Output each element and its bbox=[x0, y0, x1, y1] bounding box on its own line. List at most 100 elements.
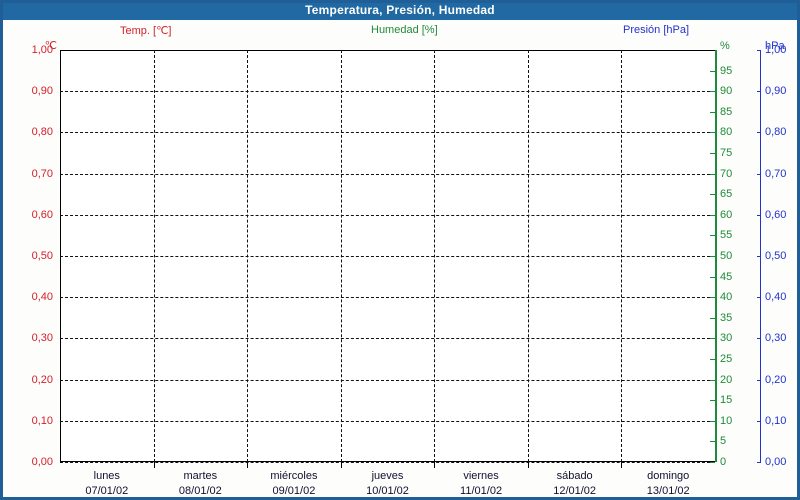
y-axis-pressure-tick-label: 0,90 bbox=[765, 85, 787, 98]
y-axis-humidity-tick-label: 25 bbox=[720, 353, 733, 365]
y-axis-humidity-tick bbox=[710, 441, 715, 443]
y-axis-humidity-tick bbox=[710, 153, 715, 154]
x-axis-date: 11/01/02 bbox=[460, 485, 503, 497]
y-axis-pressure-tick bbox=[757, 214, 761, 216]
y-axis-humidity-tick-label: 40 bbox=[720, 291, 733, 304]
horizontal-gridline bbox=[60, 256, 715, 257]
y-axis-pressure-tick-label: 0,20 bbox=[765, 373, 787, 386]
y-axis-humidity-tick-label: 80 bbox=[720, 126, 733, 139]
y-axis-humidity-tick bbox=[710, 317, 715, 319]
vertical-gridline bbox=[153, 50, 155, 462]
y-axis-humidity-tick-label: 50 bbox=[720, 250, 733, 262]
horizontal-gridline bbox=[60, 462, 715, 463]
horizontal-gridline bbox=[60, 132, 715, 134]
vertical-gridline bbox=[434, 50, 436, 462]
window-title: Temperatura, Presión, Humedad bbox=[305, 3, 495, 17]
y-axis-pressure-tick-label: 0,50 bbox=[765, 250, 787, 262]
y-axis-pressure-tick bbox=[757, 50, 761, 51]
y-axis-pressure-tick bbox=[757, 173, 761, 175]
horizontal-gridline bbox=[60, 214, 715, 216]
x-axis-date: 09/01/02 bbox=[272, 485, 316, 497]
y-axis-humidity-tick-label: 70 bbox=[720, 167, 733, 180]
x-axis-tick bbox=[340, 462, 342, 468]
y-axis-humidity-tick bbox=[710, 420, 715, 422]
y-axis-humidity-tick bbox=[710, 173, 715, 175]
x-axis-day-name: miércoles bbox=[270, 470, 318, 482]
y-axis-temperature-tick-label: 0,00 bbox=[31, 456, 53, 468]
x-axis-day-name: lunes bbox=[93, 470, 120, 482]
y-axis-temperature-tick-label: 0,20 bbox=[31, 373, 53, 386]
y-axis-humidity-tick bbox=[710, 400, 715, 402]
x-axis-tick-label: miércoles 09/01/02 bbox=[270, 469, 318, 497]
y-axis-temperature-tick-label: 0,40 bbox=[31, 291, 53, 304]
y-axis-pressure-tick bbox=[757, 338, 761, 340]
y-axis-pressure-tick-label: 0,60 bbox=[765, 208, 787, 221]
y-axis-pressure-tick-label: 0,30 bbox=[765, 332, 787, 345]
x-axis-tick-label: lunes 07/01/02 bbox=[85, 469, 129, 497]
y-axis-temperature-tick-label: 0,30 bbox=[31, 332, 53, 345]
x-axis-day-name: viernes bbox=[463, 470, 499, 482]
y-axis-pressure-tick bbox=[757, 91, 761, 93]
y-axis-pressure-tick bbox=[757, 256, 761, 257]
y-axis-temperature-tick-label: 0,70 bbox=[31, 167, 53, 180]
x-axis-tick bbox=[621, 462, 623, 468]
y-axis-temperature-tick-label: 0,60 bbox=[31, 208, 53, 221]
y-axis-pressure-tick bbox=[757, 297, 761, 299]
horizontal-gridline bbox=[60, 338, 715, 340]
y-axis-humidity-tick bbox=[710, 91, 715, 93]
y-axis-humidity-tick-label: 5 bbox=[720, 435, 727, 448]
x-axis-tick bbox=[434, 462, 436, 468]
y-axis-humidity-tick-label: 60 bbox=[720, 208, 733, 221]
x-axis-tick-label: martes 08/01/02 bbox=[179, 469, 222, 497]
x-axis-day-name: sábado bbox=[556, 470, 593, 482]
y-axis-temperature: ℃ 1,00 0,90 0,80 0,70 0,60 0,50 0,40 0,30 0,20 0,… bbox=[3, 39, 57, 468]
y-axis-humidity-tick-label: 10 bbox=[720, 414, 733, 427]
y-axis-humidity-tick-label: 85 bbox=[720, 105, 733, 118]
y-axis-pressure-tick bbox=[757, 132, 761, 134]
x-axis-tick bbox=[527, 462, 529, 468]
y-axis-pressure-tick bbox=[757, 462, 761, 463]
plot-area bbox=[60, 50, 715, 468]
y-axis-humidity-tick bbox=[710, 235, 715, 237]
y-axis-humidity-tick-label: 35 bbox=[720, 311, 733, 324]
x-axis-tick bbox=[247, 462, 249, 468]
y-axis-temperature-tick-label: 0,80 bbox=[31, 126, 53, 139]
x-axis-tick-label: viernes 11/01/02 bbox=[460, 469, 503, 497]
y-axis-pressure-tick bbox=[757, 379, 761, 381]
y-axis-humidity-tick bbox=[710, 70, 715, 72]
x-axis-day-name: martes bbox=[183, 470, 218, 482]
x-axis-date: 13/01/02 bbox=[646, 485, 690, 497]
x-axis-tick bbox=[153, 462, 155, 468]
y-axis-temperature-tick-label: 0,50 bbox=[31, 250, 53, 262]
x-axis-tick-label: domingo 13/01/02 bbox=[646, 469, 690, 497]
y-axis-pressure-tick-label: 0,70 bbox=[765, 167, 787, 180]
y-axis-humidity-line bbox=[715, 50, 717, 462]
y-axis-pressure-tick bbox=[757, 420, 761, 422]
x-axis-labels: lunes 07/01/02 martes 08/01/02 miércoles 09/0… bbox=[3, 469, 797, 497]
plot-frame-top bbox=[60, 50, 715, 51]
y-axis-humidity-tick-label: 20 bbox=[720, 373, 733, 386]
y-axis-humidity-tick bbox=[710, 338, 715, 340]
y-axis-pressure-tick-label: 0,80 bbox=[765, 126, 787, 139]
y-axis-humidity-tick bbox=[710, 256, 715, 257]
x-axis-date: 12/01/02 bbox=[553, 485, 597, 497]
legend-item-humidity: Humedad [%] bbox=[371, 24, 438, 36]
y-axis-humidity-tick-label: 45 bbox=[720, 270, 733, 283]
y-axis-pressure-tick-label: 0,00 bbox=[765, 456, 787, 468]
horizontal-gridline bbox=[60, 420, 715, 422]
y-axis-humidity-tick bbox=[710, 111, 715, 113]
y-axis-temperature-tick-label: 0,90 bbox=[31, 85, 53, 98]
horizontal-gridline bbox=[60, 379, 715, 381]
vertical-gridline bbox=[247, 50, 249, 462]
x-axis-day-name: jueves bbox=[371, 470, 404, 482]
y-axis-pressure-tick-label: 0,40 bbox=[765, 291, 787, 304]
vertical-gridline bbox=[340, 50, 342, 462]
y-axis-humidity-tick-label: 30 bbox=[720, 332, 733, 345]
y-axis-humidity-tick-label: 95 bbox=[720, 64, 733, 77]
y-axis-humidity-tick bbox=[710, 132, 715, 134]
y-axis-humidity-tick bbox=[710, 194, 715, 196]
y-axis-humidity-tick bbox=[710, 462, 715, 463]
x-axis-date: 07/01/02 bbox=[85, 485, 129, 497]
chart-legend: Temp. [℃] Humedad [%] Presión [hPa] bbox=[3, 24, 797, 40]
